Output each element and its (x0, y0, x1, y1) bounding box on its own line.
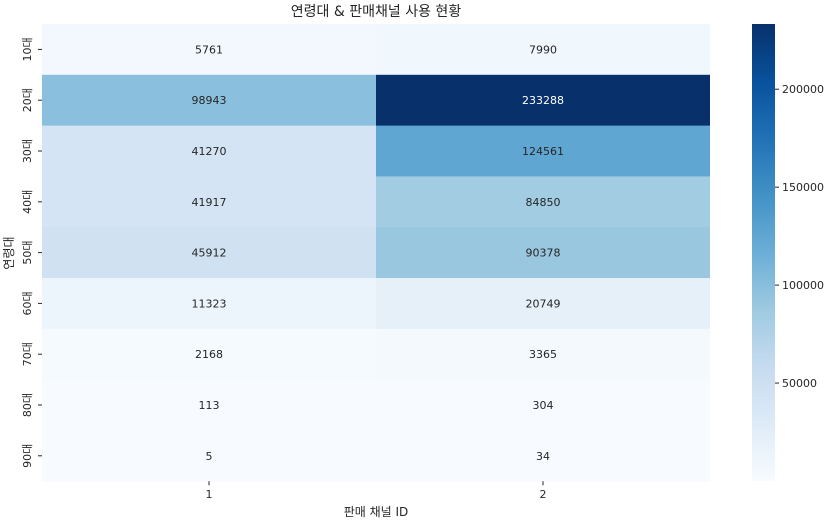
heatmap-cell-60대-ch1 (42, 278, 376, 330)
heatmap-cell-20대-ch1 (42, 74, 376, 126)
heatmap-cell-70대-ch1 (42, 328, 376, 380)
y-axis-ticks: 10대 20대 30대 40대 50대 60대 70대 80대 90대 (21, 37, 42, 468)
cell-value-label: 5 (206, 450, 213, 463)
cell-value-label: 5761 (195, 43, 223, 56)
y-tick-label: 10대 (21, 37, 34, 61)
y-tick-label: 70대 (21, 342, 34, 366)
cell-value-label: 20749 (526, 297, 561, 310)
cell-value-label: 34 (536, 450, 550, 463)
cell-value-label: 7990 (529, 43, 557, 56)
heatmap-cell-30대-ch1 (42, 125, 376, 177)
heatmap-cell-10대-ch1 (42, 24, 376, 76)
colorbar: 50000 100000 150000 200000 (752, 24, 824, 481)
y-tick-label: 20대 (21, 88, 34, 112)
x-tick-label: 1 (206, 488, 213, 501)
heatmap-cell-50대-ch1 (42, 227, 376, 279)
y-tick-label: 90대 (21, 444, 34, 468)
y-tick-label: 60대 (21, 291, 34, 315)
heatmap-cell-30대-ch2 (376, 125, 710, 177)
colorbar-tick-label: 200000 (782, 83, 824, 96)
y-tick-label: 50대 (21, 241, 34, 265)
cell-value-label: 3365 (529, 348, 557, 361)
cell-value-label: 41270 (192, 145, 227, 158)
heatmap-cell-10대-ch2 (376, 24, 710, 76)
chart-title: 연령대 & 판매채널 사용 현황 (291, 4, 462, 20)
cell-value-label: 84850 (526, 196, 561, 209)
y-tick-label: 40대 (21, 190, 34, 214)
cell-value-label: 41917 (192, 196, 227, 209)
heatmap-cell-90대-ch2 (376, 430, 710, 482)
cell-value-label: 90378 (526, 247, 561, 260)
x-axis-label: 판매 채널 ID (344, 505, 409, 519)
colorbar-tick-label: 100000 (782, 279, 824, 292)
colorbar-tick-label: 150000 (782, 181, 824, 194)
heatmap-cell-50대-ch2 (376, 227, 710, 279)
heatmap-cell-70대-ch2 (376, 328, 710, 380)
cell-value-label: 124561 (522, 145, 564, 158)
heatmap-cell-60대-ch2 (376, 278, 710, 330)
cell-value-label: 2168 (195, 348, 223, 361)
heatmap-cell-20대-ch2 (376, 74, 710, 126)
cell-value-label: 233288 (522, 94, 564, 107)
heatmap-cell-40대-ch1 (42, 176, 376, 228)
cell-value-label: 113 (199, 399, 220, 412)
heatmap-cell-40대-ch2 (376, 176, 710, 228)
heatmap-cells (42, 24, 710, 482)
y-tick-label: 80대 (21, 393, 34, 417)
colorbar-tick-label: 50000 (782, 377, 817, 390)
heatmap-cell-labels: 5761 7990 98943 233288 41270 124561 41917 84850… (192, 43, 565, 462)
y-tick-label: 30대 (21, 139, 34, 163)
heatmap-cell-80대-ch1 (42, 379, 376, 431)
y-axis-label: 연령대 (2, 236, 16, 269)
colorbar-scale (752, 24, 775, 481)
cell-value-label: 45912 (192, 247, 227, 260)
x-tick-label: 2 (540, 488, 547, 501)
cell-value-label: 11323 (192, 297, 227, 310)
cell-value-label: 304 (533, 399, 554, 412)
heatmap-cell-90대-ch1 (42, 430, 376, 482)
cell-value-label: 98943 (192, 94, 227, 107)
heatmap-cell-80대-ch2 (376, 379, 710, 431)
